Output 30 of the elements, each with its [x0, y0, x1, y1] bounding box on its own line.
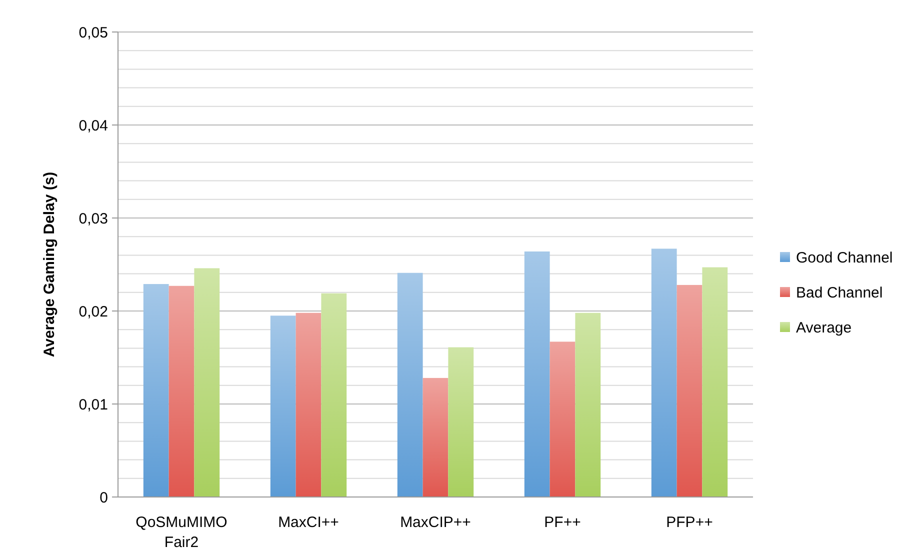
y-tick-label: 0,01 [78, 396, 108, 414]
bar [702, 267, 728, 497]
bar [143, 284, 169, 497]
bar [524, 251, 550, 497]
y-tick-label: 0,03 [78, 210, 108, 228]
legend-label: Bad Channel [796, 284, 883, 302]
bar [194, 268, 220, 497]
x-tick-label: QoSMuMIMO Fair2 [136, 514, 228, 551]
bar [448, 347, 474, 497]
y-tick-label: 0,05 [78, 24, 108, 42]
x-tick-label: PFP++ [666, 514, 714, 531]
legend-label: Good Channel [796, 249, 893, 266]
bar [575, 312, 601, 497]
bar [550, 342, 576, 497]
bar [651, 248, 677, 497]
bar [676, 284, 702, 497]
x-tick-label: MaxCI++ [278, 514, 340, 531]
y-tick-label: 0,02 [78, 303, 108, 320]
y-axis-title: Average Gaming Delay (s) [41, 172, 58, 358]
bar [168, 286, 194, 497]
y-tick-label: 0 [100, 489, 108, 506]
bar [397, 272, 423, 497]
x-tick-label: MaxCIP++ [400, 514, 472, 531]
legend-label: Average [796, 319, 852, 336]
y-tick-label: 0,04 [78, 117, 108, 134]
bar [321, 293, 347, 497]
bar [296, 312, 322, 497]
bar [422, 378, 448, 497]
bar [270, 316, 296, 497]
x-tick-label: PF++ [544, 514, 582, 531]
